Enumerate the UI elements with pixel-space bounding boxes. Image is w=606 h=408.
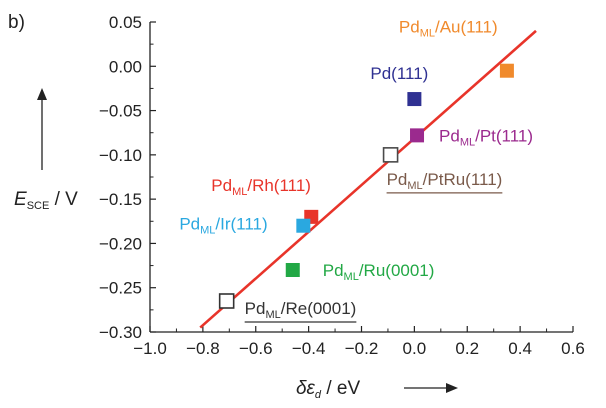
y-tick-label: −0.05 (99, 102, 142, 121)
y-tick-label: −0.30 (99, 323, 142, 342)
y-tick-label: 0.05 (109, 13, 142, 32)
point-label-pd: Pd(111) (370, 64, 428, 83)
x-tick-label: 0.2 (455, 339, 479, 358)
data-point-ir (296, 218, 311, 233)
x-tick-label: 0.0 (403, 339, 427, 358)
x-axis-label-unit: / eV (321, 378, 360, 399)
y-tick-label: −0.25 (99, 279, 142, 298)
y-tick-label: −0.10 (99, 146, 142, 165)
y-axis-label-sub: SCE (27, 200, 50, 212)
point-label-pt: PdML/Pt(111) (439, 126, 533, 148)
point-label-ru: PdML/Ru(0001) (323, 261, 435, 283)
point-label-rh: PdML/Rh(111) (211, 176, 311, 198)
y-tick-label: 0.00 (109, 57, 142, 76)
data-point-pt (410, 128, 425, 143)
y-axis-arrow-head (37, 88, 47, 100)
fit-line (199, 29, 537, 329)
point-label-au: PdML/Au(111) (399, 18, 498, 40)
point-label-ir: PdML/Ir(111) (179, 215, 267, 237)
data-point-ptru (382, 147, 399, 163)
y-tick-label: −0.20 (99, 234, 142, 253)
x-axis-label-main: δε (296, 378, 316, 399)
x-tick-label: 0.4 (508, 339, 532, 358)
data-point-au (499, 63, 514, 78)
x-tick-label: −0.2 (345, 339, 379, 358)
x-axis-label: δεd / eV (296, 378, 360, 401)
x-tick-label: −1.0 (133, 339, 167, 358)
x-axis-label-sub: d (315, 389, 322, 401)
point-label-re: PdML/Re(0001) (245, 299, 357, 321)
x-tick-label: −0.6 (239, 339, 273, 358)
data-point-pd (407, 92, 422, 107)
point-label-ptru: PdML/PtRu(111) (387, 170, 503, 192)
y-tick-label: −0.15 (99, 190, 142, 209)
x-tick-label: −0.8 (186, 339, 220, 358)
data-point-re (218, 293, 235, 309)
x-tick-label: 0.6 (561, 339, 585, 358)
x-tick-label: −0.4 (292, 339, 326, 358)
x-axis-arrow-head (446, 383, 458, 393)
data-point-ru (285, 263, 300, 277)
y-axis-label: ESCE / V (14, 189, 78, 212)
panel-label: b) (8, 12, 25, 33)
y-axis-label-unit: / V (49, 189, 78, 210)
y-axis-label-main: E (14, 189, 27, 210)
